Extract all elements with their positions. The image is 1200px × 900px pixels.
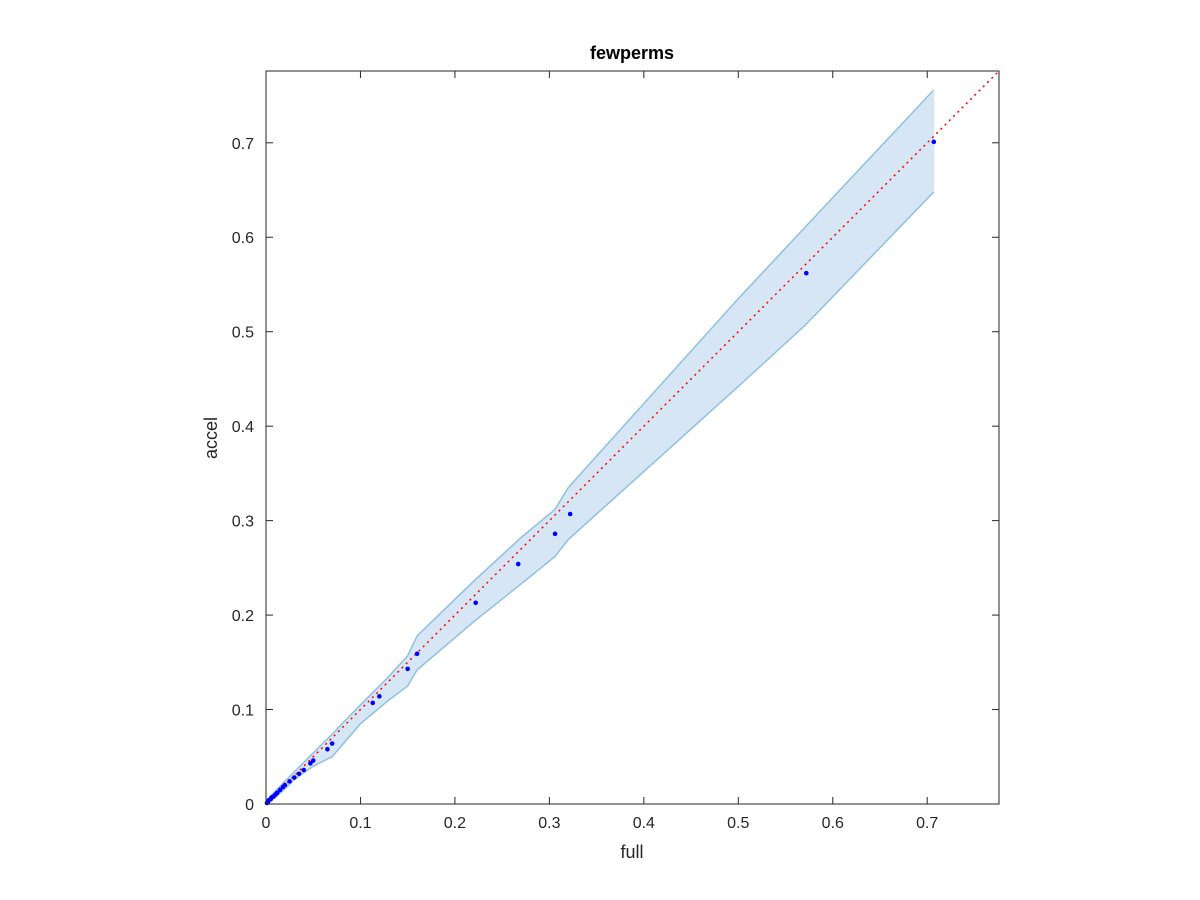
data-point: [414, 651, 420, 657]
data-point: [325, 746, 330, 752]
y-tick-label: 0.1: [232, 703, 254, 720]
axes-box: [265, 70, 1000, 805]
data-point: [308, 761, 313, 766]
data-point: [515, 561, 521, 567]
x-tick-label: 0.2: [444, 815, 466, 832]
data-point: [275, 790, 280, 795]
data-point: [552, 531, 558, 537]
data-point: [567, 511, 573, 517]
x-tick-label: 0: [262, 815, 271, 832]
x-tick-label: 0.6: [822, 815, 844, 832]
y-tick-label: 0.7: [232, 136, 254, 153]
y-tick-label: 0.3: [232, 514, 254, 531]
data-point: [296, 771, 302, 777]
data-point: [370, 700, 376, 706]
data-point: [405, 666, 410, 672]
x-tick-label: 0.7: [916, 815, 938, 832]
confidence-band: [265, 89, 935, 805]
x-axis-label: full: [620, 842, 643, 862]
data-point: [287, 779, 292, 784]
y-tick-label: 0: [245, 797, 254, 814]
y-tick-label: 0.6: [232, 230, 254, 247]
data-point: [473, 600, 478, 606]
y-axis-label: accel: [201, 417, 221, 459]
data-point: [301, 767, 307, 773]
data-point: [804, 270, 809, 276]
data-point: [329, 741, 335, 746]
y-tick-label: 0.4: [232, 419, 254, 436]
data-point: [292, 775, 297, 780]
x-tick-label: 0.3: [538, 815, 560, 832]
x-tick-label: 0.4: [633, 815, 655, 832]
data-point: [310, 758, 316, 763]
data-point: [377, 694, 382, 699]
x-tick-label: 0.1: [349, 815, 371, 832]
data-point: [277, 787, 283, 793]
y-tick-label: 0.2: [232, 608, 254, 625]
band-upper-edge: [265, 89, 935, 802]
axes: 0 0.1 0.2 0.3 0.4 0.5 0.6 0.7 0 0.1 0.2 0.3 0.4 0.5 0.…: [232, 70, 1000, 832]
chart-title: fewperms: [590, 43, 674, 63]
data-point: [282, 782, 288, 788]
data-point: [931, 139, 937, 145]
x-tick-label: 0.5: [727, 815, 749, 832]
y-tick-label: 0.5: [232, 325, 254, 342]
data-points: [264, 139, 937, 806]
